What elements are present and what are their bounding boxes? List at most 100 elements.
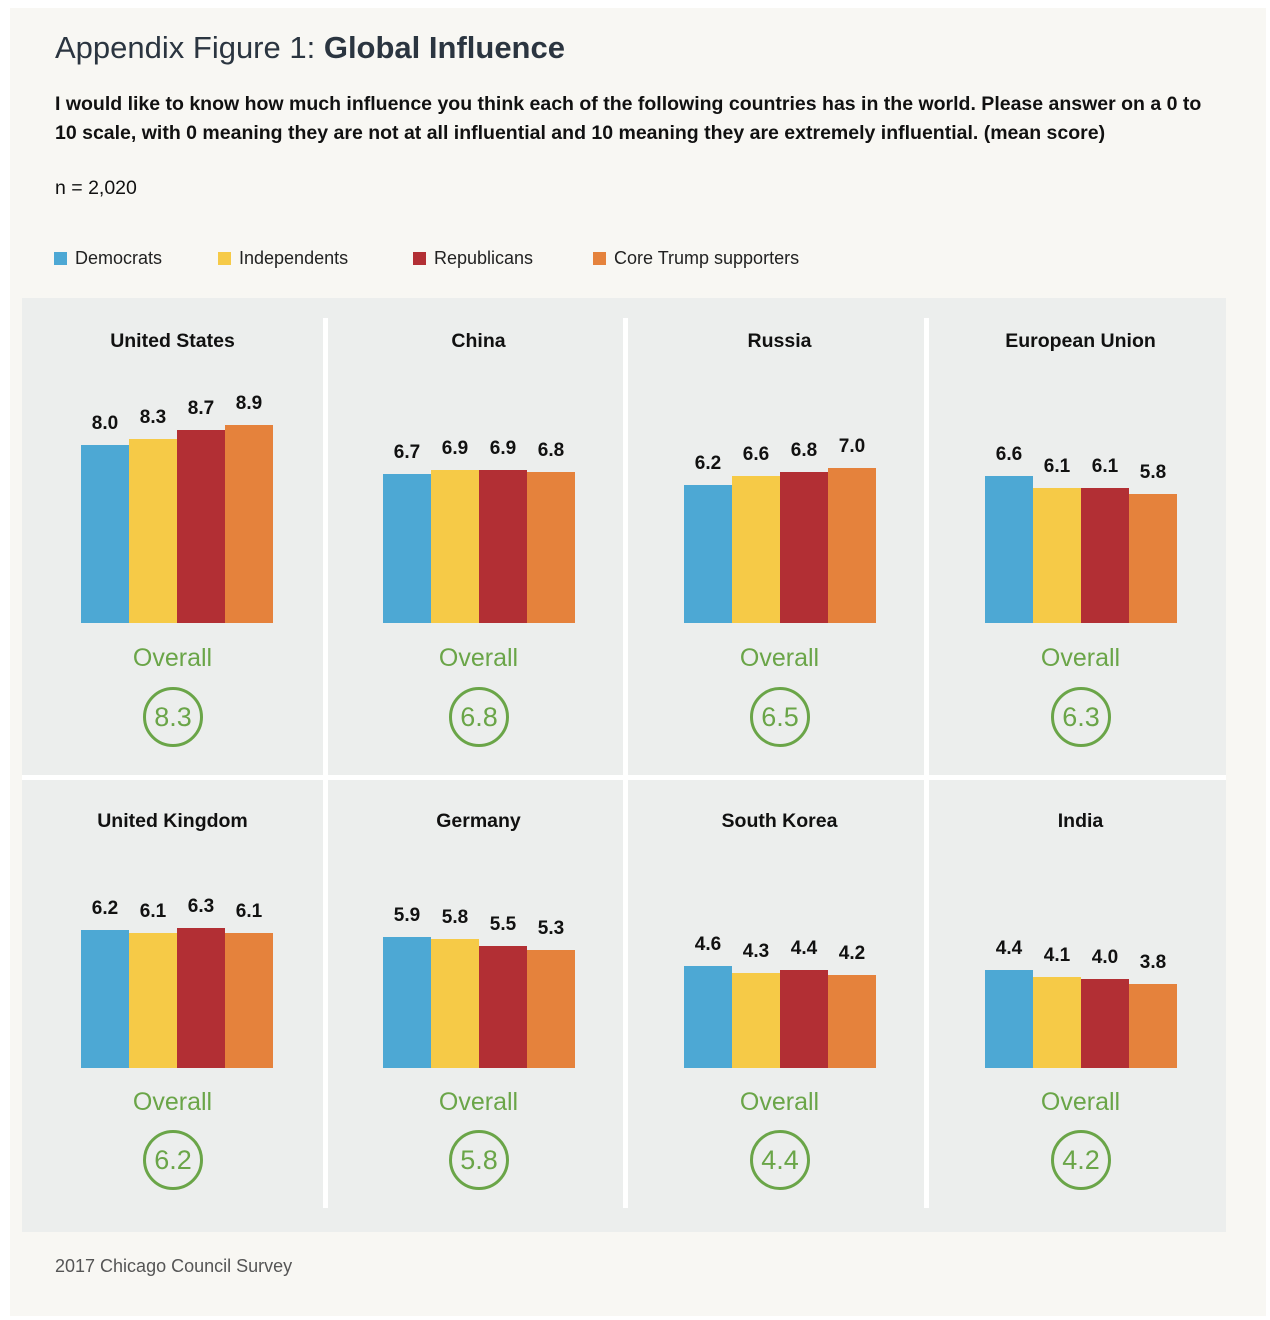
bar-independents — [1033, 976, 1081, 1068]
figure-title: Appendix Figure 1: Global Influence — [55, 30, 565, 66]
bar-republicans — [1081, 487, 1129, 623]
bar-democrats — [81, 930, 129, 1068]
country-name: China — [451, 330, 506, 352]
overall-label: Overall — [739, 644, 820, 672]
bar-core-trump-supporters — [225, 932, 273, 1068]
bar-value-label: 4.4 — [995, 938, 1023, 960]
legend-label-republicans: Republicans — [434, 248, 534, 268]
bar-value-label: 5.8 — [1139, 462, 1167, 484]
overall-score-circle: 4.2 — [1051, 1130, 1111, 1190]
grid-divider-vertical — [924, 318, 929, 1208]
bar-republicans — [780, 472, 828, 623]
bar-core-trump-supporters — [828, 467, 876, 623]
overall-label: Overall — [132, 644, 213, 672]
bar-value-label: 4.1 — [1043, 944, 1071, 966]
figure-page: Appendix Figure 1: Global Influence I wo… — [10, 8, 1266, 1316]
bar-core-trump-supporters — [225, 425, 273, 623]
survey-question: I would like to know how much influence … — [55, 93, 1202, 144]
legend-label-independents: Independents — [239, 248, 349, 268]
legend-swatch-core-trump-supporters — [593, 252, 606, 265]
legend-item-core-trump-supporters: Core Trump supporters — [593, 248, 799, 269]
bar-democrats — [383, 474, 431, 623]
country-name: United Kingdom — [97, 810, 248, 832]
overall-label: Overall — [739, 1088, 820, 1116]
bar-value-label: 4.0 — [1091, 947, 1119, 969]
bar-value-label: 6.3 — [187, 896, 215, 918]
overall-score-circle: 6.3 — [1051, 687, 1111, 747]
bar-republicans — [177, 429, 225, 623]
bar-value-label: 6.9 — [441, 437, 469, 459]
country-panel-united-kingdom: United Kingdom 6.2 6.1 6.3 6.1 Overall 6.2 — [22, 778, 323, 1245]
bar-republicans — [479, 945, 527, 1068]
bar-republicans — [780, 970, 828, 1068]
source-note: 2017 Chicago Council Survey — [55, 1256, 293, 1276]
legend-swatch-republicans — [413, 252, 426, 265]
bar-value-label: 8.3 — [139, 406, 167, 428]
bar-value-label: 8.9 — [235, 393, 263, 415]
bar-value-label: 6.1 — [139, 900, 167, 922]
bar-value-label: 5.5 — [489, 913, 517, 935]
bar-republicans — [479, 469, 527, 623]
bar-value-label: 6.1 — [1043, 455, 1071, 477]
grid-divider-vertical — [623, 318, 628, 1208]
bar-democrats — [383, 937, 431, 1068]
bar-independents — [129, 932, 177, 1068]
country-panel-european-union: European Union 6.6 6.1 6.1 5.8 Overall 6.3 — [930, 298, 1231, 765]
bar-core-trump-supporters — [1129, 494, 1177, 623]
bar-democrats — [81, 445, 129, 623]
legend-item-democrats: Democrats — [54, 248, 162, 269]
country-panel-russia: Russia 6.2 6.6 6.8 7.0 Overall 6.5 — [629, 298, 930, 765]
country-panel-united-states: United States 8.0 8.3 8.7 8.9 Overall 8.3 — [22, 298, 323, 765]
bar-independents — [129, 438, 177, 623]
bar-value-label: 6.2 — [694, 453, 722, 475]
country-panel-germany: Germany 5.9 5.8 5.5 5.3 Overall 5.8 — [328, 778, 629, 1245]
bar-value-label: 4.4 — [790, 938, 818, 960]
legend-swatch-independents — [218, 252, 231, 265]
bar-value-label: 6.1 — [1091, 455, 1119, 477]
overall-label: Overall — [438, 644, 519, 672]
bar-value-label: 4.3 — [742, 940, 770, 962]
bar-value-label: 5.9 — [393, 905, 421, 927]
bar-democrats — [985, 970, 1033, 1068]
bar-democrats — [684, 485, 732, 623]
overall-label: Overall — [132, 1088, 213, 1116]
bar-value-label: 6.8 — [537, 440, 565, 462]
chart-panel: United States 8.0 8.3 8.7 8.9 Overall 8.3 China… — [22, 298, 1226, 1232]
bar-value-label: 6.6 — [742, 444, 770, 466]
overall-score-circle: 8.3 — [143, 687, 203, 747]
overall-score-circle: 6.5 — [750, 687, 810, 747]
bar-republicans — [177, 928, 225, 1068]
bar-value-label: 6.8 — [790, 440, 818, 462]
country-name: South Korea — [721, 810, 838, 832]
bar-democrats — [684, 965, 732, 1068]
bar-value-label: 3.8 — [1139, 951, 1167, 973]
bar-value-label: 6.6 — [995, 444, 1023, 466]
title-prefix: Appendix Figure 1: — [55, 30, 324, 65]
bar-core-trump-supporters — [828, 974, 876, 1068]
country-name: United States — [110, 330, 235, 352]
title-bold: Global Influence — [323, 30, 565, 65]
overall-score-circle: 6.8 — [449, 687, 509, 747]
overall-label: Overall — [1040, 644, 1121, 672]
bar-core-trump-supporters — [527, 472, 575, 623]
bar-value-label: 4.2 — [838, 942, 866, 964]
bar-independents — [732, 476, 780, 623]
sample-size: n = 2,020 — [55, 177, 137, 199]
country-panel-south-korea: South Korea 4.6 4.3 4.4 4.2 Overall 4.4 — [629, 778, 930, 1245]
overall-score-circle: 5.8 — [449, 1130, 509, 1190]
bar-independents — [431, 939, 479, 1068]
bar-value-label: 7.0 — [838, 435, 866, 457]
country-name: European Union — [1005, 330, 1156, 352]
bar-republicans — [1081, 979, 1129, 1068]
overall-label: Overall — [438, 1088, 519, 1116]
bar-value-label: 8.0 — [91, 413, 119, 435]
bar-independents — [431, 469, 479, 623]
bar-value-label: 6.1 — [235, 900, 263, 922]
country-panel-china: China 6.7 6.9 6.9 6.8 Overall 6.8 — [328, 298, 629, 765]
bar-core-trump-supporters — [1129, 983, 1177, 1068]
bar-value-label: 6.7 — [393, 442, 421, 464]
legend-label-core-trump-supporters: Core Trump supporters — [614, 248, 800, 268]
overall-score-circle: 6.2 — [143, 1130, 203, 1190]
grid-divider-vertical — [323, 318, 328, 1208]
grid-divider-horizontal — [22, 775, 1226, 780]
